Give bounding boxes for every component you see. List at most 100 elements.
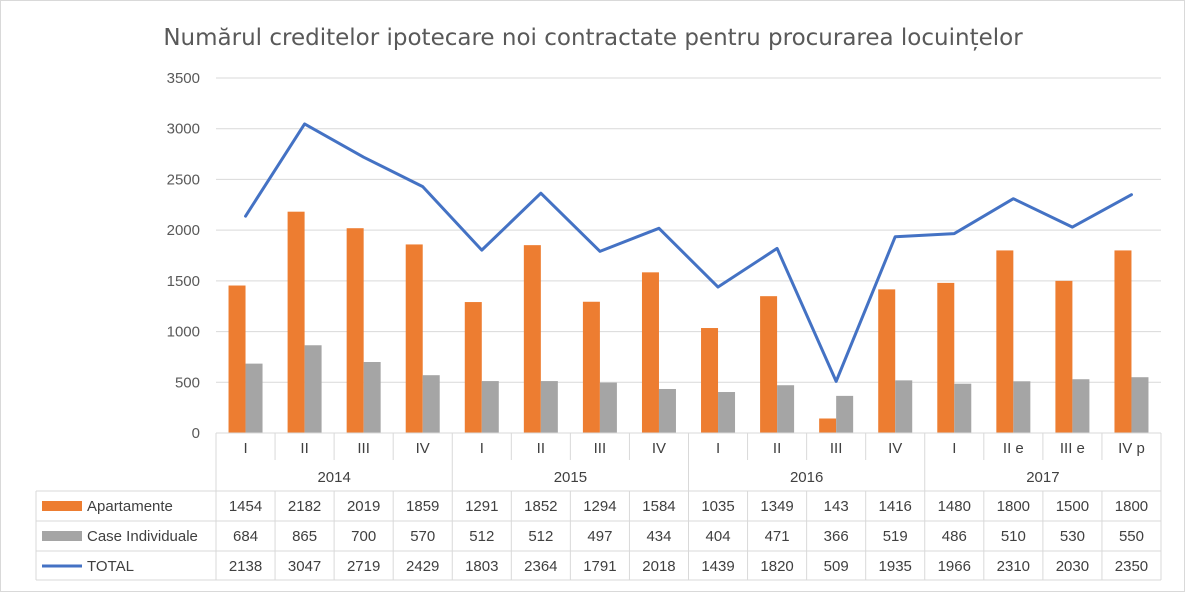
bar-apartamente (523, 245, 541, 433)
bar-apartamente (405, 244, 423, 433)
y-tick-label: 0 (192, 425, 200, 442)
year-group-label: 2015 (554, 469, 587, 486)
data-label: 2429 (406, 558, 439, 575)
data-label: 1791 (583, 558, 616, 575)
bar-apartamente (760, 296, 778, 433)
data-label: 512 (528, 528, 553, 545)
x-tick-label: III (830, 440, 843, 457)
x-tick-label: I (480, 440, 484, 457)
data-label: 1966 (938, 558, 971, 575)
legend-label: Apartamente (87, 498, 173, 515)
data-label: 509 (824, 558, 849, 575)
y-tick-label: 2500 (167, 171, 200, 188)
bar-apartamente (582, 301, 600, 433)
total-line (244, 122, 1133, 383)
data-label: 512 (469, 528, 494, 545)
x-tick-label: III (357, 440, 370, 457)
data-label: 143 (824, 498, 849, 515)
x-tick-label: IV (416, 440, 430, 457)
data-label: 2719 (347, 558, 380, 575)
data-label: 1291 (465, 498, 498, 515)
y-tick-label: 3000 (167, 121, 200, 138)
bar-case-individuale (1072, 379, 1090, 433)
data-label: 1859 (406, 498, 439, 515)
bar-case-individuale (245, 363, 263, 433)
data-label: 2350 (1115, 558, 1148, 575)
y-tick-label: 1500 (167, 273, 200, 290)
x-tick-label: IV (888, 440, 902, 457)
chart-title: Numărul creditelor ipotecare noi contrac… (163, 25, 1023, 51)
x-tick-label: III e (1060, 440, 1085, 457)
data-label: 1035 (701, 498, 734, 515)
data-label: 700 (351, 528, 376, 545)
bar-case-individuale (422, 375, 440, 433)
x-tick-label: IV p (1118, 440, 1145, 457)
y-tick-label: 500 (175, 374, 200, 391)
data-label: 570 (410, 528, 435, 545)
bar-case-individuale (777, 385, 795, 433)
bar-apartamente (346, 228, 364, 433)
x-tick-label: IV (652, 440, 666, 457)
bar-case-individuale (540, 381, 558, 433)
data-label: 3047 (288, 558, 321, 575)
bar-case-individuale (1131, 377, 1149, 433)
legend-label: TOTAL (87, 558, 134, 575)
data-label: 1416 (879, 498, 912, 515)
data-label: 404 (706, 528, 731, 545)
bar-apartamente (878, 289, 896, 433)
legend-key (42, 531, 82, 541)
x-tick-label: II (300, 440, 308, 457)
y-tick-label: 1000 (167, 324, 200, 341)
x-tick-label: II e (1003, 440, 1024, 457)
data-label: 2364 (524, 558, 557, 575)
data-label: 497 (587, 528, 612, 545)
data-label: 510 (1001, 528, 1026, 545)
legend-label: Case Individuale (87, 528, 198, 545)
bar-case-individuale (1013, 381, 1031, 433)
bar-apartamente (996, 250, 1014, 433)
x-tick-label: I (243, 440, 247, 457)
y-tick-label: 2000 (167, 222, 200, 239)
data-label: 2310 (997, 558, 1030, 575)
data-label: 1803 (465, 558, 498, 575)
bars (228, 211, 1149, 433)
data-label: 1439 (701, 558, 734, 575)
bar-case-individuale (954, 383, 972, 433)
bar-apartamente (1055, 280, 1073, 433)
bar-apartamente (701, 328, 719, 433)
data-label: 1349 (760, 498, 793, 515)
year-group-label: 2017 (1026, 469, 1059, 486)
data-label: 2018 (642, 558, 675, 575)
data-label: 865 (292, 528, 317, 545)
data-label: 2138 (229, 558, 262, 575)
data-label: 530 (1060, 528, 1085, 545)
data-label: 1480 (938, 498, 971, 515)
data-label: 684 (233, 528, 258, 545)
bar-case-individuale (836, 395, 854, 433)
x-tick-label: I (716, 440, 720, 457)
data-label: 2019 (347, 498, 380, 515)
bar-apartamente (287, 211, 305, 433)
bar-case-individuale (363, 362, 381, 433)
data-label: 2030 (1056, 558, 1089, 575)
data-label: 1820 (760, 558, 793, 575)
data-label: 1294 (583, 498, 616, 515)
x-tick-label: III (594, 440, 607, 457)
bar-case-individuale (304, 345, 322, 433)
bar-apartamente (641, 272, 659, 433)
data-label: 2182 (288, 498, 321, 515)
data-label: 519 (883, 528, 908, 545)
data-label: 1800 (997, 498, 1030, 515)
x-tick-label: II (773, 440, 781, 457)
legend-key (42, 501, 82, 511)
data-label: 434 (646, 528, 671, 545)
y-tick-label: 3500 (167, 70, 200, 87)
y-axis: 0 500 1000 1500 2000 2500 3000 3500 (167, 70, 200, 442)
bar-case-individuale (599, 382, 617, 433)
bar-case-individuale (481, 381, 499, 433)
x-tick-label: II (537, 440, 545, 457)
data-label: 1852 (524, 498, 557, 515)
bar-apartamente (1114, 250, 1132, 433)
